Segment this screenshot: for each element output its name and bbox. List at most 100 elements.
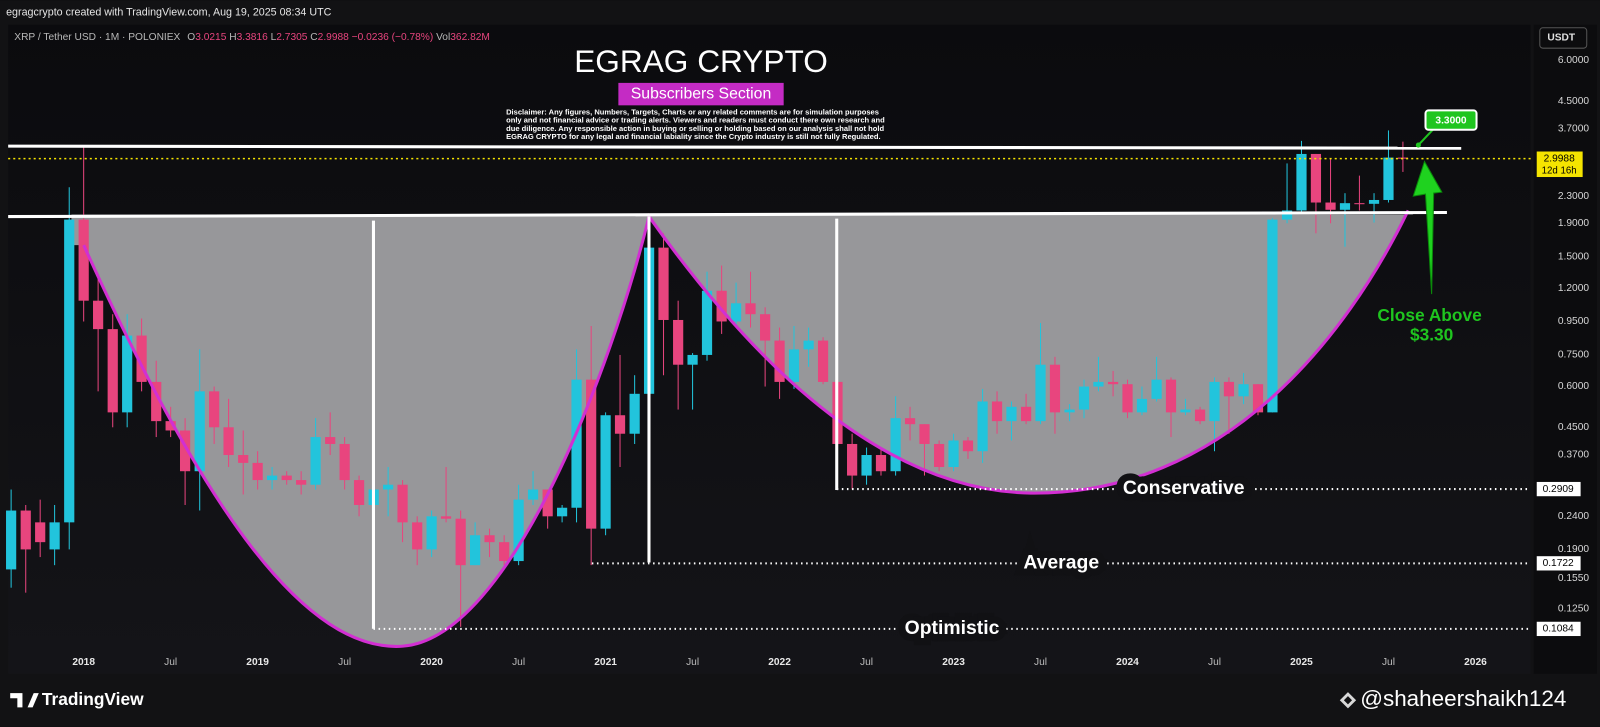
candle-body: [455, 518, 466, 566]
x-tick-label: Jul: [164, 657, 177, 668]
candle-body: [1209, 381, 1220, 422]
y-tick-label: 1.2000: [1558, 283, 1589, 294]
candle-body: [933, 443, 945, 467]
ohlc-key: O: [187, 32, 195, 43]
x-tick-label: Jul: [1208, 657, 1221, 668]
level-label: 0.1084: [1543, 624, 1574, 635]
level-name: Average: [1023, 551, 1099, 573]
level-label: 0.2909: [1543, 484, 1574, 495]
candle-body: [542, 489, 553, 517]
x-tick-label: Jul: [1034, 657, 1047, 668]
ohlc-key: L: [271, 32, 277, 43]
arrow: [1412, 160, 1443, 295]
candle-body: [20, 510, 31, 550]
candle-body: [1281, 210, 1293, 220]
candle-body: [890, 418, 901, 472]
y-tick-label: 0.1900: [1558, 544, 1589, 555]
x-tick-label: 2021: [594, 657, 617, 668]
currency: USDT: [1547, 33, 1576, 44]
x-tick-label: 2024: [1116, 657, 1139, 668]
ohlc-value: 2.7305: [276, 32, 307, 43]
candle-body: [629, 393, 640, 434]
disclaimer-line: due diligence. Any responsible action in…: [506, 124, 884, 133]
candle-body: [1180, 409, 1191, 413]
candle-body: [673, 319, 684, 365]
candle-body: [1122, 384, 1133, 413]
candle-body: [440, 516, 452, 519]
legend: XRP / Tether USD · 1M · POLONIEX O3.0215…: [14, 32, 490, 43]
candle-body: [701, 290, 713, 355]
candle-body: [136, 335, 147, 382]
candle-body: [470, 535, 481, 566]
candle-body: [266, 475, 278, 481]
candle-body: [310, 437, 321, 485]
candle-body: [658, 247, 669, 320]
candle-body: [1165, 379, 1177, 413]
title: EGRAG CRYPTO: [574, 43, 828, 79]
volume-value: 362.82M: [450, 32, 490, 43]
ohlc-value: 3.0215: [195, 32, 226, 43]
credit: egragcrypto created with TradingView.com…: [6, 6, 332, 18]
change: −0.0236 (−0.78%): [352, 32, 434, 43]
level-name: Optimistic: [905, 617, 1000, 639]
candle-body: [875, 455, 887, 472]
candle-body: [774, 340, 785, 382]
candle-body: [1064, 409, 1075, 413]
cup-fill: [71, 210, 1414, 647]
ohlc-key: H: [229, 32, 236, 43]
tradingview-logo: TradingView: [10, 689, 144, 709]
candle-body: [194, 391, 205, 472]
candle-body: [6, 510, 17, 570]
candle-body: [281, 475, 292, 481]
candle-body: [760, 314, 771, 341]
candle-body: [948, 440, 959, 467]
candle-body: [484, 535, 495, 543]
x-tick-label: 2018: [72, 657, 95, 668]
candle-body: [716, 290, 727, 322]
candle-body: [325, 437, 336, 444]
candle-body: [209, 391, 220, 428]
y-tick-label: 0.3700: [1558, 450, 1589, 461]
candle-body: [817, 340, 829, 382]
x-tick-label: 2020: [420, 657, 443, 668]
candle-body: [1136, 398, 1148, 413]
candle-body: [614, 415, 626, 434]
candle-body: [93, 300, 104, 330]
disclaimer: Disclaimer: Any figures, Numbers, Target…: [506, 107, 885, 140]
y-tick-label: 0.4500: [1558, 422, 1589, 433]
level-label-box: [1536, 481, 1581, 497]
candle-body: [1151, 379, 1162, 399]
candle-body: [1383, 157, 1394, 200]
y-tick-label: 1.5000: [1558, 251, 1589, 262]
candle-body: [1310, 153, 1322, 203]
candle-body: [1339, 203, 1351, 210]
candle-body: [991, 401, 1003, 422]
candle-body: [788, 349, 800, 382]
x-tick-label: 2023: [942, 657, 965, 668]
x-tick-label: Jul: [860, 657, 873, 668]
candle-body: [1078, 386, 1090, 410]
subtitle-box: [618, 82, 784, 106]
symbol: XRP / Tether USD · 1M · POLONIEX: [14, 32, 180, 43]
candle-body: [1296, 153, 1307, 211]
y-tick-label: 0.9500: [1558, 316, 1589, 327]
candle-body: [803, 340, 814, 350]
candle-body: [1049, 364, 1061, 413]
candle-body: [1325, 202, 1336, 210]
y-tick-label: 0.2400: [1558, 511, 1589, 522]
ohlc-key: C: [310, 32, 317, 43]
level-label-box: [1536, 556, 1581, 571]
candle-body: [426, 516, 437, 550]
candle-body: [745, 303, 756, 315]
candle-body: [1354, 203, 1365, 205]
candle-body: [296, 480, 307, 485]
candle-body: [35, 522, 46, 543]
level-label-box: [1536, 621, 1581, 637]
target-point: [1415, 142, 1421, 148]
target-label: 3.3000: [1435, 115, 1466, 126]
y-tick-label: 3.7000: [1558, 124, 1589, 135]
candle-body: [1223, 381, 1235, 397]
candle-body: [1252, 384, 1264, 413]
volume-key: Vol: [436, 32, 450, 43]
